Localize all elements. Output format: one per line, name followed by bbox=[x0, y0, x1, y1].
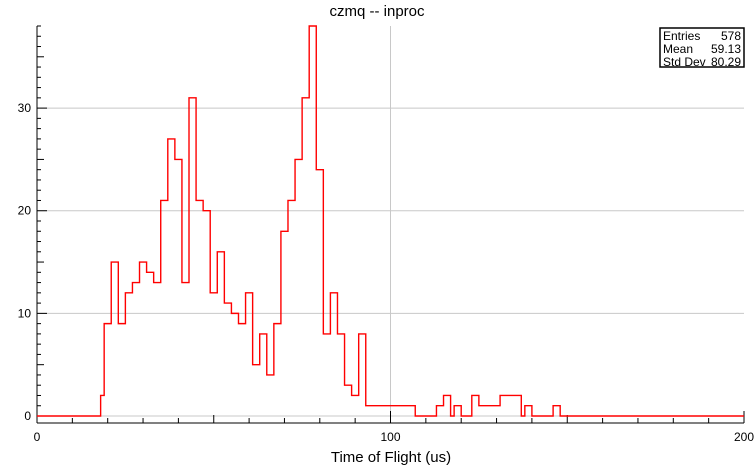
x-axis-title: Time of Flight (us) bbox=[331, 449, 451, 466]
stats-mean-label: Mean bbox=[663, 42, 693, 56]
stats-entries-label: Entries bbox=[663, 29, 700, 43]
stats-entries-value: 578 bbox=[721, 29, 741, 43]
chart-title: czmq -- inproc bbox=[329, 3, 425, 20]
stats-box-frame bbox=[659, 27, 745, 68]
x-tick-label: 200 bbox=[734, 430, 754, 444]
tick-marks bbox=[36, 25, 745, 423]
stats-box: Entries 578 Mean 59.13 Std Dev 80.29 bbox=[659, 27, 745, 69]
stats-mean-value: 59.13 bbox=[711, 42, 741, 56]
y-tick-label: 0 bbox=[24, 409, 31, 423]
grid-lines bbox=[37, 26, 744, 417]
stats-stddev-label: Std Dev bbox=[663, 55, 706, 69]
y-tick-label: 30 bbox=[18, 101, 32, 115]
tick-labels: 0 10 20 30 0 100 200 bbox=[18, 101, 755, 444]
y-tick-label: 10 bbox=[18, 306, 32, 320]
stats-stddev-value: 80.29 bbox=[711, 55, 741, 69]
y-tick-label: 20 bbox=[18, 204, 32, 218]
x-tick-label: 0 bbox=[34, 430, 41, 444]
histogram-series-line bbox=[37, 25, 744, 417]
x-tick-label: 100 bbox=[380, 430, 400, 444]
